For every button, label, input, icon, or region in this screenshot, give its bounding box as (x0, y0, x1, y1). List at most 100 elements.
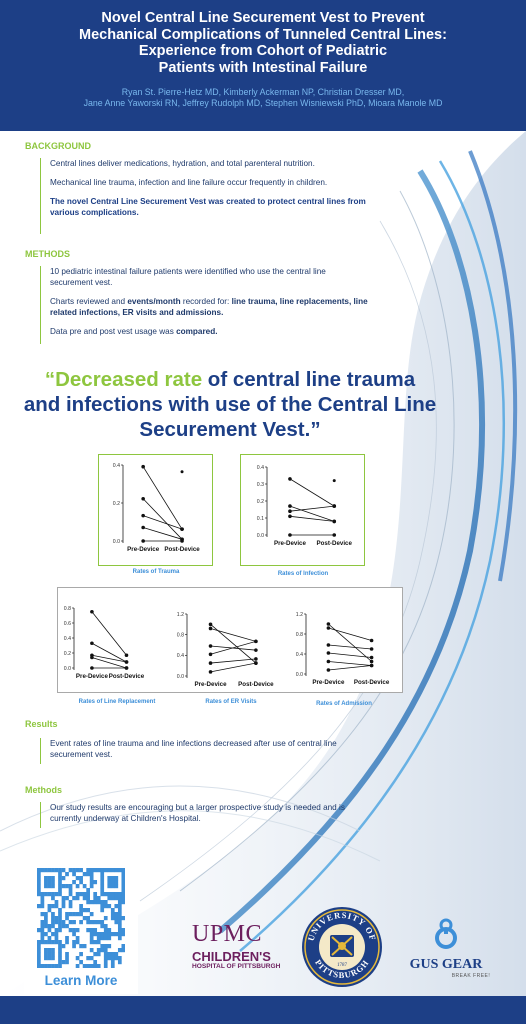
background-heading: BACKGROUND (25, 141, 91, 151)
qr-module (93, 892, 98, 897)
qr-code-panel[interactable]: Learn More (24, 855, 138, 994)
qr-module (47, 952, 52, 957)
qr-module (58, 884, 62, 889)
qr-module (37, 892, 41, 897)
y-tick-label: 0.4 (296, 652, 303, 658)
y-tick-label: 0.8 (64, 606, 71, 612)
qr-module (75, 892, 80, 897)
qr-module (65, 872, 69, 877)
qr-module (114, 904, 119, 909)
data-point (288, 477, 292, 481)
qr-module (82, 944, 87, 949)
x-category-label: Pre-Device (127, 546, 160, 553)
qr-module (37, 888, 41, 893)
qr-module (44, 912, 48, 917)
background-swoosh-graphic (0, 131, 526, 996)
qr-module (65, 916, 69, 921)
y-tick-label: 0.2 (64, 651, 71, 657)
qr-module (114, 956, 119, 961)
qr-module (58, 916, 62, 921)
qr-module (40, 868, 45, 873)
qr-module (75, 912, 80, 917)
qr-module (103, 904, 108, 909)
data-point (254, 657, 258, 661)
qr-module (103, 928, 108, 933)
qr-module (86, 928, 90, 933)
qr-module (96, 896, 101, 901)
qr-module (40, 928, 45, 933)
results-heading: Results (25, 719, 58, 729)
qr-module (114, 896, 119, 901)
chart-title: Rates of Line Replacement (78, 699, 156, 705)
x-category-label: Pre-Device (274, 540, 307, 547)
qr-module (100, 868, 105, 873)
series-line (289, 505, 335, 522)
y-tick-label: 0.3 (257, 482, 264, 488)
qr-module (114, 912, 119, 917)
qr-module (107, 884, 112, 889)
qr-module (103, 924, 108, 929)
qr-module (68, 900, 73, 905)
gus-gear-logo: GUS GEAR BREAK FREE! (396, 918, 496, 979)
qr-module (58, 872, 62, 877)
data-point (180, 527, 184, 531)
qr-module (93, 960, 98, 965)
qr-module (37, 880, 41, 885)
qr-module (40, 920, 45, 925)
qr-code-icon[interactable] (37, 868, 125, 968)
qr-module (100, 892, 105, 897)
qr-module (61, 868, 66, 873)
qr-module (89, 876, 94, 881)
qr-module (61, 900, 66, 905)
qr-module (68, 884, 73, 889)
qr-module (93, 920, 98, 925)
qr-module (89, 948, 94, 953)
methods-heading: METHODS (25, 249, 70, 259)
chart-infection: 0.0 0.1 0.2 0.3 0.4 Pre-Device Post-Device (257, 465, 353, 547)
qr-module (117, 960, 122, 965)
qr-module (72, 896, 76, 901)
background-text: Mechanical line trauma, infection and li… (50, 178, 328, 187)
qr-module (44, 924, 48, 929)
qr-module (114, 868, 119, 873)
qr-module (72, 944, 76, 949)
qr-module (100, 920, 105, 925)
qr-module (96, 920, 101, 925)
series-line (328, 644, 372, 650)
qr-module (103, 944, 108, 949)
qr-module (37, 868, 41, 873)
qr-module (40, 964, 45, 968)
qr-module (44, 964, 48, 968)
upmc-childrens: CHILDREN'S (192, 949, 271, 964)
qr-module (103, 960, 108, 965)
qr-module (121, 868, 125, 873)
y-tick-label: 0.4 (64, 636, 71, 642)
y-tick-label: 1.2 (296, 612, 303, 618)
qr-module (107, 896, 112, 901)
qr-module (107, 892, 112, 897)
qr-module (40, 924, 45, 929)
qr-module (79, 880, 83, 885)
qr-module (58, 908, 62, 913)
qr-module (47, 908, 52, 913)
qr-module (103, 916, 108, 921)
learn-more-link[interactable]: Learn More (44, 973, 118, 988)
data-point (141, 539, 145, 543)
qr-module (65, 960, 69, 965)
qr-module (58, 964, 62, 968)
qr-module (107, 952, 112, 957)
qr-module (72, 872, 76, 877)
data-point (141, 464, 145, 469)
qr-module (107, 936, 112, 941)
key-quote: “Decreased rate of central line trauma a… (0, 367, 460, 442)
qr-module (89, 868, 94, 873)
y-tick-label: 0.4 (113, 463, 120, 469)
qr-module (72, 880, 76, 885)
qr-module (51, 956, 55, 961)
qr-module (79, 892, 83, 897)
series-line (91, 657, 127, 669)
qr-module (100, 888, 105, 893)
x-category-label: Post-Device (354, 679, 390, 686)
qr-module (44, 940, 48, 945)
qr-module (107, 944, 112, 949)
